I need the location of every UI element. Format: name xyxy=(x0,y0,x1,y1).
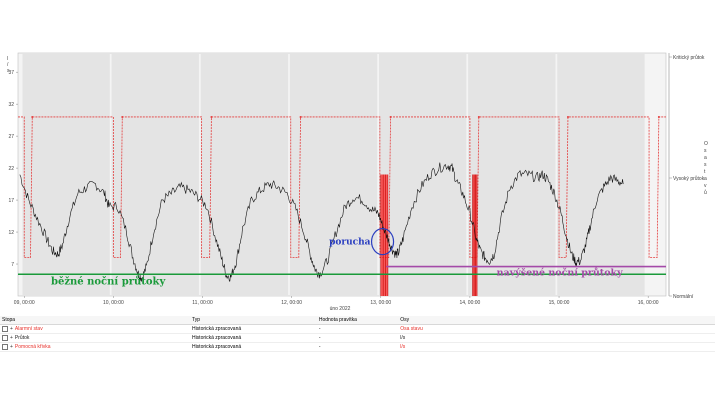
right-axis-title-part: s xyxy=(704,148,707,154)
y-tick-label-32: 32 xyxy=(8,102,14,108)
legend-row[interactable]: + Pomocná křivka Historická zpracovaná - l/s xyxy=(0,343,715,352)
y-tick-label-7: 7 xyxy=(11,262,14,268)
legend-ruler-value-cell: - xyxy=(318,326,321,332)
flow-line xyxy=(19,162,624,282)
x-tick-label-6: 15, 00:00 xyxy=(549,300,570,306)
helper-curve-series xyxy=(18,115,666,259)
helper-curve-point-1 xyxy=(121,115,124,118)
right-axis-title-part: v xyxy=(704,183,707,189)
legend-header-row: Stopa Typ Hodnota pravítka Osy xyxy=(0,316,715,325)
fault-label: porucha xyxy=(329,238,371,248)
fault-circle xyxy=(370,228,395,256)
day-band-4 xyxy=(378,53,467,296)
legend-type-cell: Historická zpracovaná xyxy=(191,326,242,332)
alarm-spike-0 xyxy=(380,174,388,296)
legend-trace-cell: + Průtok xyxy=(0,334,190,343)
y-axis-label-part: s xyxy=(7,68,10,74)
y-tick-label-12: 12 xyxy=(8,230,14,236)
y-tick-label-17: 17 xyxy=(8,198,14,204)
right-axis-title-part: s xyxy=(704,162,707,168)
flow-series xyxy=(19,162,624,282)
legend-header-trace: Stopa xyxy=(0,316,190,325)
y-axis-label-part: / xyxy=(7,62,9,68)
y-axis-label: l / s xyxy=(7,56,10,74)
legend-header-axes: Osy xyxy=(398,316,715,325)
y-tick-label-22: 22 xyxy=(8,166,14,172)
right-tick-label-1: Vysoký průtok xyxy=(673,175,705,182)
expand-icon[interactable]: + xyxy=(10,326,13,332)
legend-table: Stopa Typ Hodnota pravítka Osy + Alarmní … xyxy=(0,316,715,352)
right-axis-title-part: t xyxy=(704,169,706,175)
trace-visibility-checkbox[interactable] xyxy=(2,334,8,341)
legend-type-cell: Historická zpracovaná xyxy=(191,335,242,341)
x-tick-label-7: 16, 00:00 xyxy=(638,300,659,306)
day-band-6 xyxy=(557,53,645,296)
helper-curve-point-2 xyxy=(210,115,213,118)
legend-trace-cell: + Alarmní stav xyxy=(0,325,190,334)
trace-visibility-checkbox[interactable] xyxy=(2,343,8,350)
right-axis-title-part: a xyxy=(704,155,707,161)
legend-trace-name: Alarmní stav xyxy=(14,326,43,332)
flow-chart: 7 12 17 22 27 32 37 09, 00:00 10, 00:00 11, 00:0… xyxy=(7,52,708,312)
legend-trace-name: Pomocná křivka xyxy=(14,344,51,350)
normal-night-flow-label: běžné noční průtoky xyxy=(51,276,166,287)
right-axis-title-part: a xyxy=(704,176,707,182)
right-tick-label-0: Kritický průtok xyxy=(673,54,705,61)
y-axis-label-part: l xyxy=(7,56,8,62)
raised-night-flow-label: navýšené noční průtoky xyxy=(497,268,623,279)
legend-trace-cell: + Pomocná křivka xyxy=(0,343,190,352)
y-axis: 7 12 17 22 27 32 37 xyxy=(8,70,18,268)
x-tick-label-1: 10, 00:00 xyxy=(103,300,124,306)
background-bands xyxy=(22,53,645,296)
expand-icon[interactable]: + xyxy=(10,344,13,350)
expand-icon[interactable]: + xyxy=(10,335,13,341)
legend-row[interactable]: + Alarmní stav Historická zpracovaná - Osa s… xyxy=(0,325,715,334)
legend-type-cell: Historická zpracovaná xyxy=(191,344,242,350)
x-tick-label-3: 12, 00:00 xyxy=(281,300,302,306)
y-tick-label-37: 37 xyxy=(8,70,14,76)
x-tick-label-5: 14, 00:00 xyxy=(459,300,480,306)
x-axis-label: úno 2022 xyxy=(330,306,351,312)
right-axis-title-part: ů xyxy=(704,189,707,196)
x-tick-label-2: 11, 00:00 xyxy=(192,300,213,306)
legend-ruler-value-cell: - xyxy=(318,335,321,341)
legend-axis-cell: l/s xyxy=(400,344,406,350)
helper-curve-point-4 xyxy=(389,115,392,118)
day-band-3 xyxy=(289,53,378,296)
legend-trace-name: Průtok xyxy=(14,335,30,341)
x-tick-label-0: 09, 00:00 xyxy=(14,300,35,306)
day-band-2 xyxy=(200,53,289,296)
helper-curve-point-3 xyxy=(299,115,302,118)
x-axis: 09, 00:00 10, 00:00 11, 00:00 12, 00:00 13, … xyxy=(14,296,659,306)
helper-curve-point-7 xyxy=(657,115,660,118)
legend-header-type: Typ xyxy=(189,316,317,325)
helper-curve-line xyxy=(18,116,666,259)
annotations: běžné noční průtoky navýšené noční průtok… xyxy=(18,228,666,287)
helper-curve-point-0 xyxy=(31,115,34,118)
day-band-0 xyxy=(22,53,110,296)
helper-curve-point-6 xyxy=(566,115,569,118)
right-tick-label-2: Normální xyxy=(673,294,694,300)
legend-row[interactable]: + Průtok Historická zpracovaná - l/s xyxy=(0,334,715,343)
legend-axis-cell: Osa stavu xyxy=(400,326,423,332)
right-axis-title-part: O xyxy=(704,141,708,147)
x-tick-label-4: 13, 00:00 xyxy=(370,300,391,306)
day-band-1 xyxy=(111,53,199,296)
legend-header-ruler-value: Hodnota pravítka xyxy=(316,316,399,325)
right-state-axis: Kritický průtok Vysoký průtok Normální xyxy=(668,53,705,300)
trace-visibility-checkbox[interactable] xyxy=(2,325,8,332)
legend-axis-cell: l/s xyxy=(400,335,406,341)
legend-ruler-value-cell: - xyxy=(318,344,321,350)
helper-curve-point-5 xyxy=(477,115,480,118)
y-tick-label-27: 27 xyxy=(8,134,14,140)
